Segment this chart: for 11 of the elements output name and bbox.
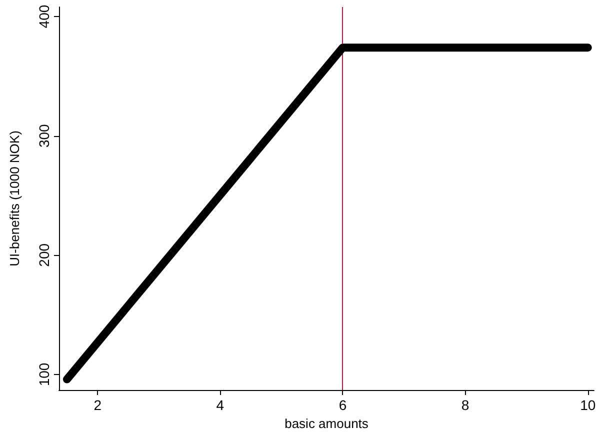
x-axis-title: basic amounts xyxy=(284,416,369,431)
x-tick-label: 10 xyxy=(580,397,596,413)
x-tick-label: 2 xyxy=(94,397,102,413)
y-tick-label: 200 xyxy=(36,243,52,267)
x-tick-label: 6 xyxy=(338,397,347,413)
y-tick-label: 100 xyxy=(36,362,52,386)
y-axis-title: UI-benefits (1000 NOK) xyxy=(7,130,22,266)
x-tick-label: 4 xyxy=(216,397,224,413)
y-tick-label: 300 xyxy=(36,124,52,148)
y-tick-label: 400 xyxy=(36,4,52,28)
x-tick-label: 8 xyxy=(461,397,470,413)
